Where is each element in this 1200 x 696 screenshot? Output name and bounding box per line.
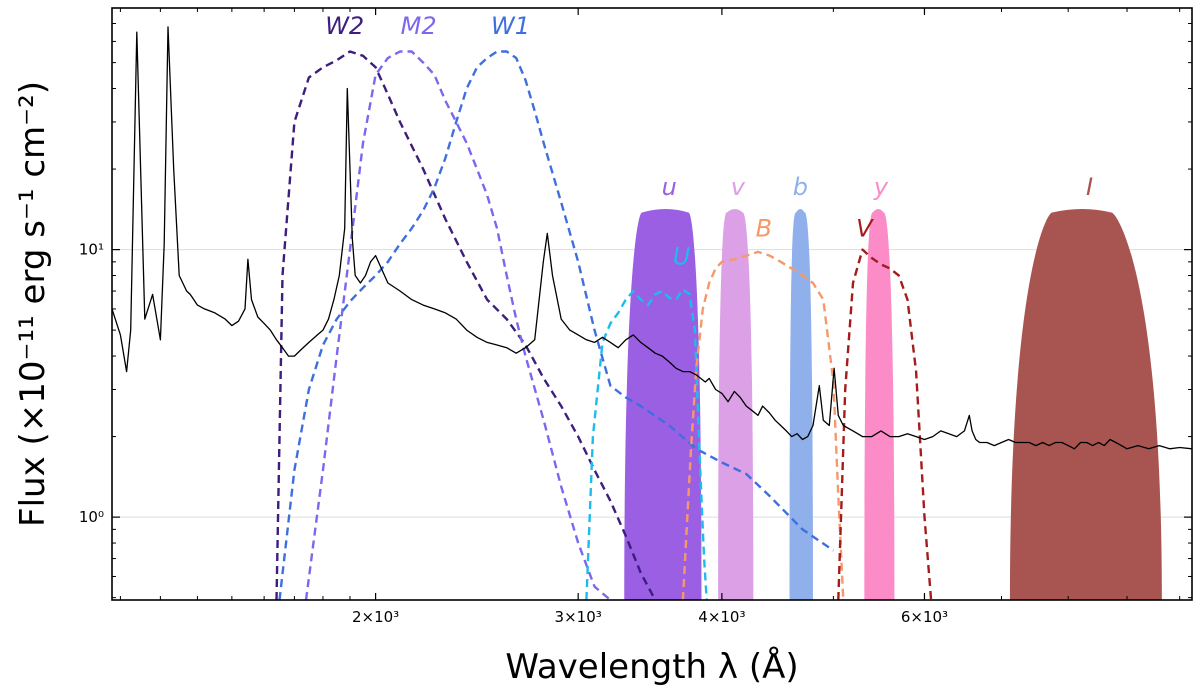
filter-label-U: U [673,242,691,270]
filter-label-V: V [856,214,874,242]
filter-label-W2: W2 [325,12,364,40]
x-tick-label: 4×10³ [698,608,745,626]
x-tick-label: 6×10³ [901,608,948,626]
curve-V [837,248,933,601]
y-tick-label: 10¹ [79,241,104,259]
filter-label-y: y [873,173,889,201]
band-v [718,209,754,600]
spectrum-layer [111,26,1193,450]
filter-label-I: I [1086,173,1093,201]
curve-M2 [304,50,612,601]
filter-label-u: u [662,173,677,201]
band-layer [624,209,1162,600]
spectrum-line [111,26,1193,450]
curve-W2 [275,50,657,601]
x-tick-label: 2×10³ [352,608,399,626]
curve-layer [275,50,933,601]
band-I [1009,209,1162,600]
y-tick-label: 10⁰ [79,508,104,526]
band-b [789,209,813,600]
filter-label-W1: W1 [491,12,530,40]
filter-label-B: B [756,214,772,242]
filter-label-M2: M2 [401,12,437,40]
plot-frame [111,7,1193,601]
x-axis-title: Wavelength λ (Å) [505,646,798,687]
x-tick-label: 3×10³ [555,608,602,626]
y-axis-title: Flux (×10⁻¹¹ erg s⁻¹ cm⁻²) [13,81,53,527]
tick-layer: 2×10³ 3×10³ 4×10³ 6×10³ 10⁰ 10¹ [79,8,1192,626]
curve-U [585,288,708,601]
filter-label-b: b [793,173,808,201]
curve-W1 [278,50,835,601]
band-u [624,209,702,600]
label-layer: W2 M2 W1 U B Vu v b y I [325,12,1093,271]
filter-label-v: v [731,173,746,201]
curve-B [681,250,845,601]
band-y [864,209,895,600]
